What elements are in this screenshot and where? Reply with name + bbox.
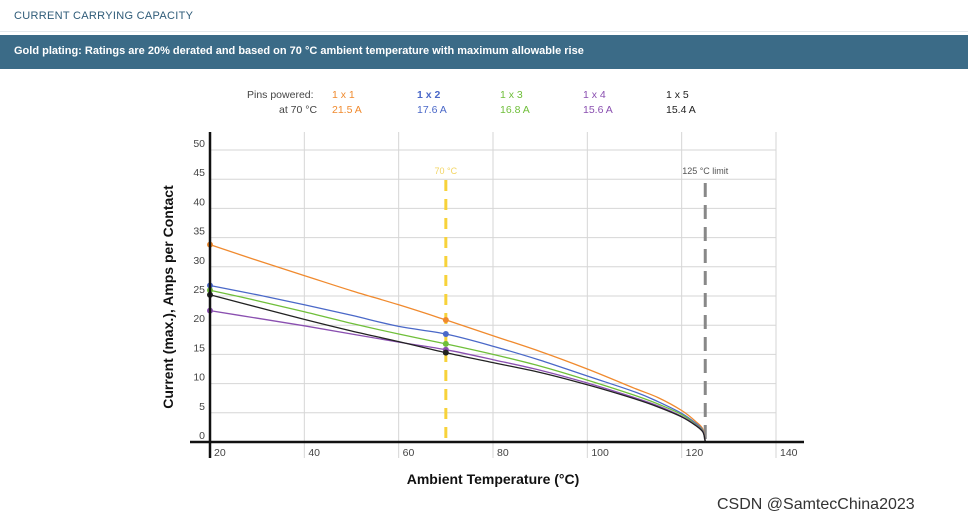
title-divider	[0, 31, 968, 32]
legend-1x5-value: 15.4 A	[666, 104, 696, 116]
marker-70-1x1	[442, 316, 449, 323]
x-tick-100: 100	[591, 447, 609, 459]
y-tick-25: 25	[193, 284, 205, 296]
x-tick-40: 40	[308, 447, 320, 459]
legend-1x1-value: 21.5 A	[332, 104, 362, 116]
y-tick-40: 40	[193, 196, 205, 208]
series-line-1x5	[209, 294, 706, 443]
x-tick-80: 80	[497, 447, 509, 459]
series-line-1x2	[209, 284, 706, 443]
series-markers	[207, 241, 449, 356]
legend-1x3-value: 16.8 A	[500, 104, 530, 116]
ref-line-label-70: 70 °C	[435, 166, 458, 176]
y-tick-20: 20	[193, 313, 205, 325]
info-banner: Gold plating: Ratings are 20% derated an…	[0, 35, 968, 69]
ref-line-label-125: 125 °C limit	[682, 166, 729, 176]
legend-row2-label: at 70 °C	[279, 104, 318, 116]
y-tick-5: 5	[199, 401, 205, 413]
x-tick-60: 60	[403, 447, 415, 459]
legend-1x5-label: 1 x 5	[666, 89, 689, 101]
marker-70-1x2	[442, 330, 449, 337]
series-line-1x3	[209, 289, 706, 443]
x-tick-20: 20	[214, 447, 226, 459]
legend-row1-label: Pins powered:	[247, 89, 314, 101]
chart-title: CURRENT CARRYING CAPACITY	[14, 10, 194, 22]
watermark: CSDN @SamtecChina2023	[717, 496, 915, 513]
banner-text: Gold plating: Ratings are 20% derated an…	[14, 45, 584, 57]
y-tick-35: 35	[193, 226, 205, 238]
y-tick-15: 15	[193, 342, 205, 354]
grid-lines	[210, 132, 777, 458]
y-tick-30: 30	[193, 255, 205, 267]
legend-1x3-label: 1 x 3	[500, 89, 523, 101]
series-line-1x4	[209, 309, 706, 443]
legend-1x4-label: 1 x 4	[583, 89, 606, 101]
y-axis-label: Current (max.), Amps per Contact	[160, 185, 176, 409]
y-tick-50: 50	[193, 138, 205, 150]
legend-1x2-label: 1 x 2	[417, 89, 441, 101]
axes	[190, 132, 804, 458]
y-tick-0: 0	[199, 430, 205, 442]
legend-1x4-value: 15.6 A	[583, 104, 613, 116]
reference-lines: 70 °C 125 °C limit	[435, 166, 729, 442]
x-axis-label: Ambient Temperature (°C)	[406, 471, 580, 487]
x-tick-120: 120	[686, 447, 704, 459]
tick-labels: 0 5 10 15 20 25 30 35 40 45 50 20 40 60 80 100 120 140	[193, 138, 797, 459]
y-tick-10: 10	[193, 372, 205, 384]
marker-70-1x5	[442, 349, 449, 356]
legend-1x1-label: 1 x 1	[332, 89, 355, 101]
series-lines	[209, 243, 706, 443]
y-tick-45: 45	[193, 167, 205, 179]
marker-70-1x3	[442, 340, 449, 347]
x-tick-140: 140	[780, 447, 798, 459]
legend-1x2-value: 17.6 A	[417, 104, 447, 116]
series-line-1x1	[209, 243, 706, 443]
